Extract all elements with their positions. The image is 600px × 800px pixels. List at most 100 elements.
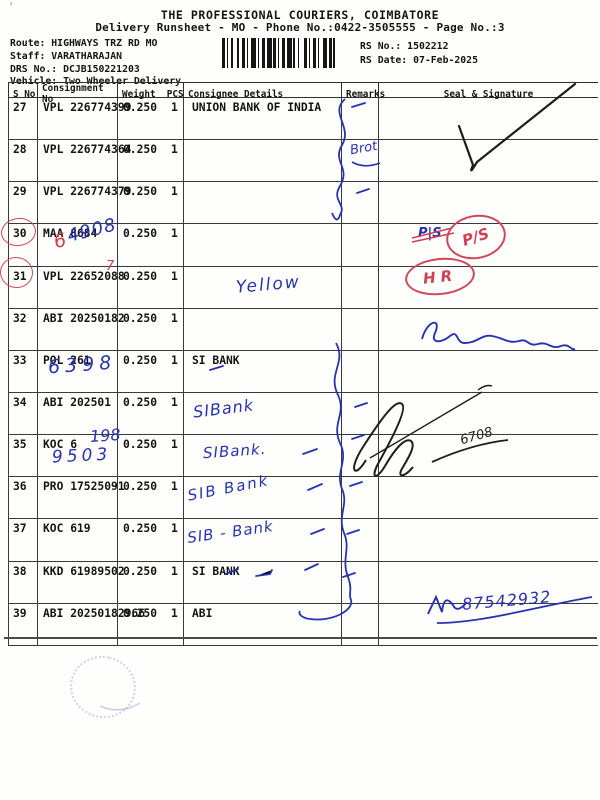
rs-date-line: RS Date: 07-Feb-2025 [360,55,478,66]
rem-cell [341,392,378,435]
det-cell [183,224,341,266]
wp-cell: 0.250 1 [117,435,183,477]
table-row: 33 POL 261 0.250 1 SI BANK [9,350,598,393]
rs-block: RS No.: 1502212 RS Date: 07-Feb-2025 [360,40,478,68]
weight-value: 0.250 [123,143,158,157]
det-cell [183,308,341,350]
rem-cell [341,603,378,645]
cons-cell: VPL 226774364 [37,140,131,182]
sno-cell: 32 [13,311,27,325]
weight-value: 0.250 [123,522,158,536]
sno-cell: 30 [13,227,27,241]
cons-cell: KKD 61989502 [37,561,125,603]
wp-cell: 0.250 1 [117,140,183,182]
weight-value: 0.250 [123,395,158,409]
cons-cell: VPL 226774379 [37,182,131,224]
seal-cell [378,561,598,603]
seal-cell [378,477,598,519]
wp-cell: 0.250 1 [117,98,183,140]
pcs-value: 1 [171,143,178,157]
rem-cell [341,140,378,182]
cons-cell: ABI 202501 [37,392,117,435]
pcs-value: 1 [171,311,178,325]
table-row: 38 KKD 61989502 0.250 1 SI BANK [9,561,598,604]
cons-cell: ABI 20250182966 [37,603,145,645]
det-cell [183,266,341,308]
col-header-weight: Weight [122,88,156,100]
det-cell [183,435,341,477]
weight-value: 0.250 [123,480,158,494]
weight-value: 0.250 [123,606,158,620]
weight-value: 0.250 [123,227,158,241]
rem-cell [341,519,378,561]
weight-value: 0.250 [123,311,158,325]
wp-cell: 0.250 1 [117,392,183,435]
seal-cell [378,182,598,224]
drs-line: DRS No.: DCJB150221203 [10,63,140,75]
det-cell [183,140,341,182]
table-row: 29 VPL 226774379 0.250 1 [9,182,598,225]
wp-cell: 0.250 1 [117,308,183,350]
sno-cell: 27 [13,101,27,114]
cons-cell: POL 261 [37,350,117,392]
col-header-consignee: Consignee Details [183,83,341,105]
pcs-value: 1 [171,185,178,199]
seal-cell [378,224,598,266]
sno-cell: 33 [13,353,27,367]
route-line: Route: HIGHWAYS TRZ RD MO [10,38,158,49]
sno-cell: 39 [13,606,27,620]
pcs-value: 1 [171,395,178,409]
seal-cell [378,603,598,645]
wp-cell: 0.250 1 [117,350,183,392]
seal-cell [378,519,598,561]
runsheet-subtitle: Delivery Runsheet - MO - Phone No.:0422-… [95,21,505,34]
sno-cell: 36 [13,480,27,494]
table-row: 32 ABI 20250182 0.250 1 [9,308,598,351]
wp-cell: 0.250 1 [117,519,183,561]
table-row: 39 ABI 20250182966 0.250 1 ABI [9,603,598,646]
rem-cell [341,435,378,477]
det-cell: SI BANK [183,350,341,392]
table-row: 35 KOC 6 0.250 1 [9,435,598,478]
sno-cell: 38 [13,564,27,578]
table-header-row: S No Consignment No Weight PCS Consignee… [8,82,598,105]
pcs-value: 1 [171,269,178,283]
cons-cell: ABI 20250182 [37,308,125,350]
rem-cell [341,350,378,392]
pcs-value: 1 [171,522,178,536]
weight-value: 0.250 [123,353,158,367]
weight-value: 0.250 [123,269,158,283]
sno-cell: 31 [13,269,27,283]
route-staff-block: Route: HIGHWAYS TRZ RD MO Staff: VARATHAR… [10,38,181,89]
col-header-weight-pcs: Weight PCS [117,83,184,105]
det-cell [183,392,341,435]
pcs-value: 1 [171,606,178,620]
table-bottom-scan-line [4,637,597,639]
wp-cell: 0.250 1 [117,603,183,645]
weight-value: 0.250 [123,185,158,199]
seal-cell [378,266,598,308]
rem-cell [341,477,378,519]
col-header-consignment: Consignment No [37,83,117,105]
sno-cell: 35 [13,438,27,452]
staff-line: Staff: VARATHARAJAN [10,50,123,62]
weight-value: 0.250 [123,101,158,114]
wp-cell: 0.250 1 [117,477,183,519]
det-cell [183,477,341,519]
cons-cell: VPL 226774399 [37,98,131,140]
cons-cell: MAA 8684 [37,224,117,266]
seal-cell [378,435,598,477]
seal-cell [378,350,598,392]
rem-cell [341,182,378,224]
det-cell: ABI [183,603,341,645]
rs-no-line: RS No.: 1502212 [360,41,449,52]
cons-cell: VPL 22652088 [37,266,125,308]
col-header-pcs: PCS [166,88,184,100]
pcs-value: 1 [171,564,178,578]
table-row: 36 PRO 17525091 0.250 1 [9,477,598,520]
wp-cell: 0.250 1 [117,266,183,308]
wp-cell: 0.250 1 [117,182,183,224]
det-cell [183,519,341,561]
seal-cell [378,140,598,182]
